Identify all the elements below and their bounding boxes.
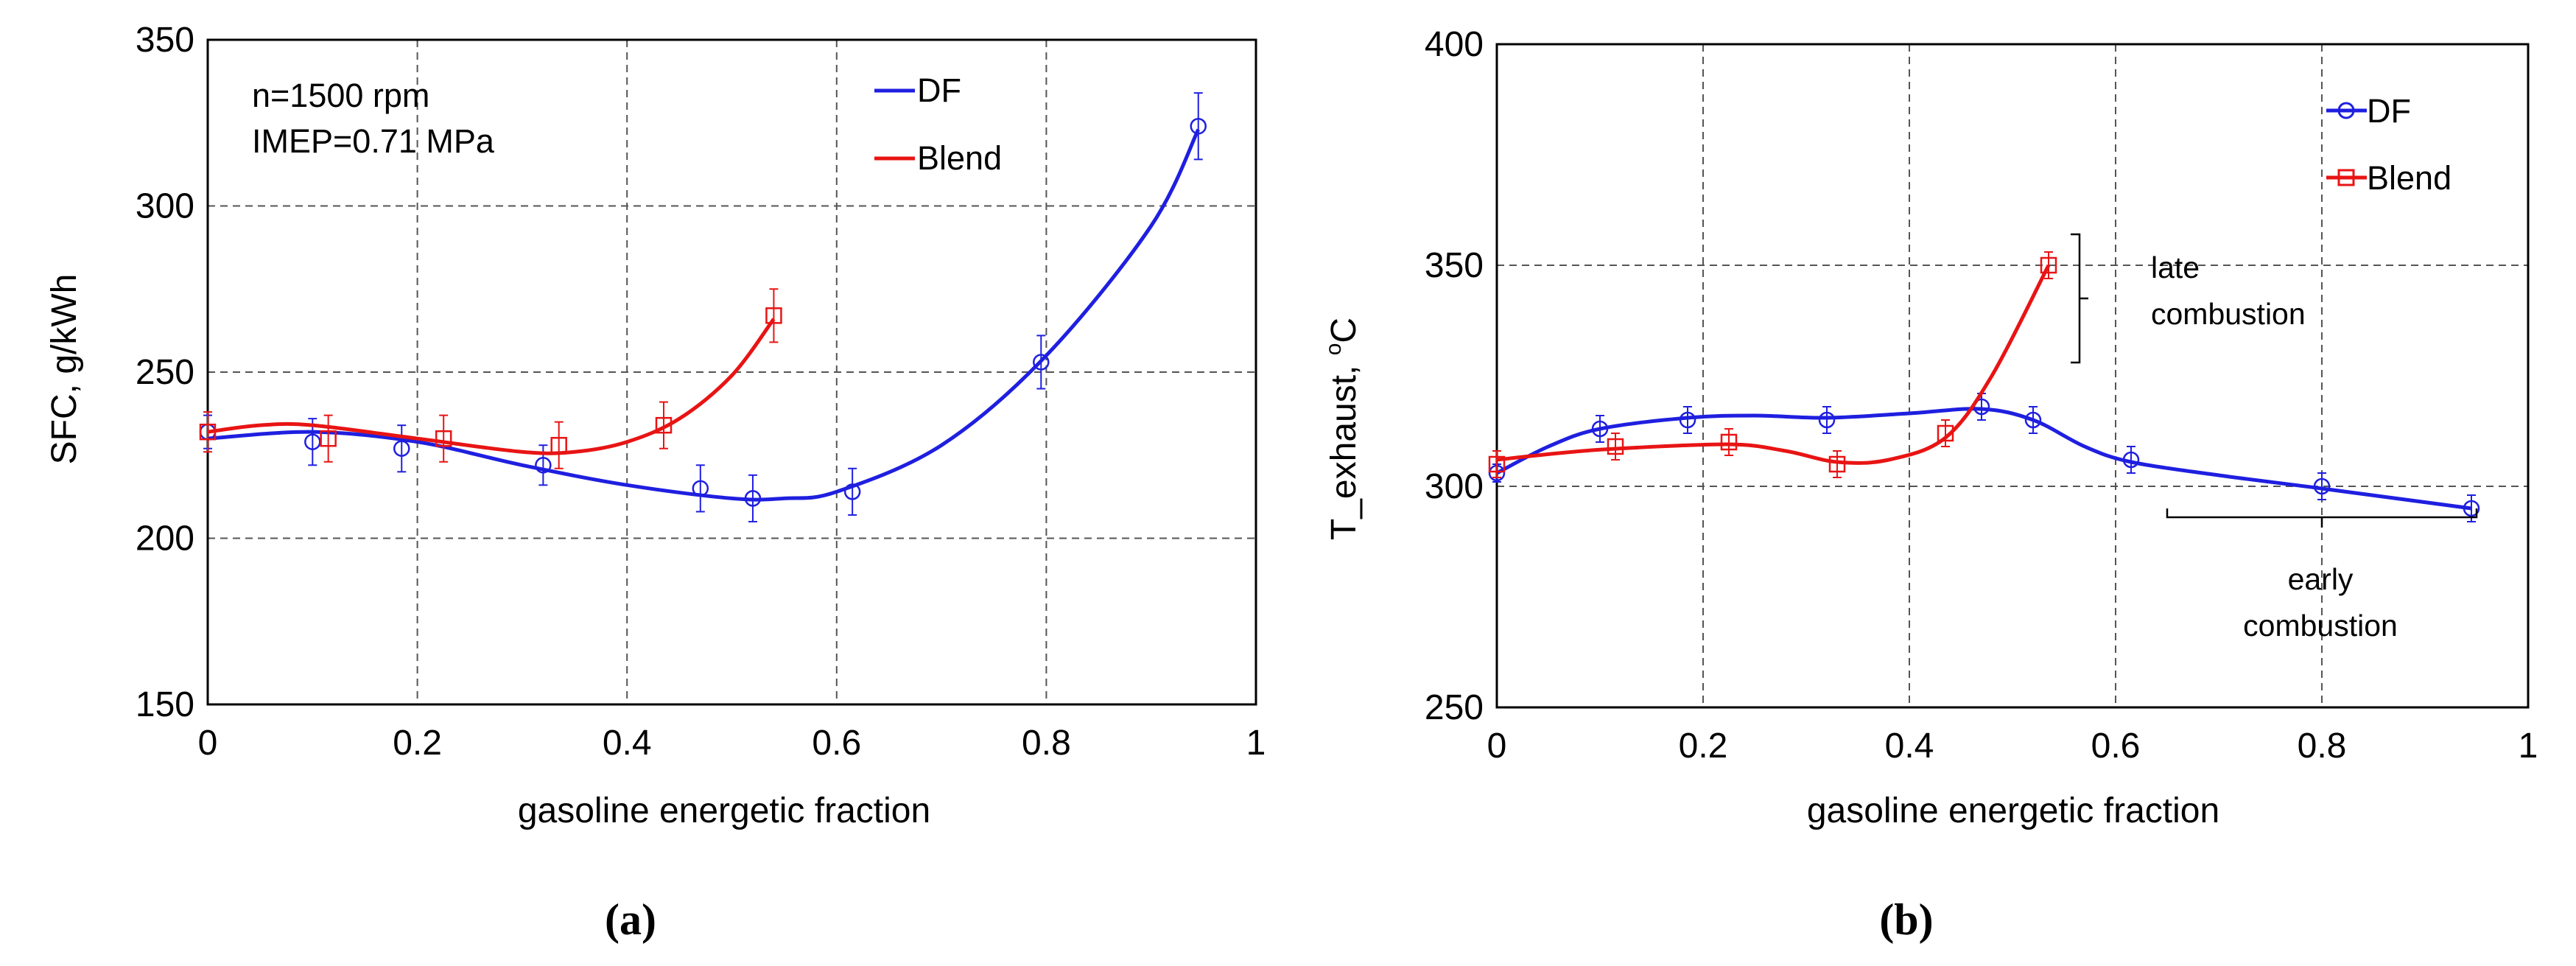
chart-a-blend-point <box>765 307 782 324</box>
chart-a-df-point <box>393 440 410 457</box>
chart-a-x-tick-label: 0.8 <box>1022 724 1071 763</box>
chart-a-x-tick-labels: 0 0.2 0.4 0.6 0.8 1 <box>198 724 1266 763</box>
chart-a-df-point <box>1190 118 1207 135</box>
chart-b-y-axis-label-base: T_exhaust, <box>1324 355 1364 540</box>
chart-b-y-tick-label: 400 <box>1425 25 1484 64</box>
chart-b-plot-area <box>1495 43 2530 709</box>
chart-b-y-tick-label: 300 <box>1425 467 1484 506</box>
chart-b-legend-blend-label: Blend <box>2367 159 2452 197</box>
chart-a-y-tick-label: 350 <box>136 21 194 60</box>
chart-a-annotation-imep: IMEP=0.71 MPa <box>252 122 495 160</box>
chart-b-x-tick-labels: 0 0.2 0.4 0.6 0.8 1 <box>1487 727 2538 766</box>
chart-a-legend-df-label: DF <box>917 71 961 109</box>
chart-b-panel-label: (b) <box>1879 895 1933 944</box>
chart-a-df-point <box>304 433 321 450</box>
chart-b-df-curve <box>1495 407 2472 511</box>
chart-b-legend-df-label: DF <box>2367 92 2411 130</box>
chart-b-series <box>1488 251 2480 522</box>
chart-b-blend-curve <box>1496 264 2051 465</box>
chart-a-blend-point <box>550 436 567 454</box>
chart-b-blend-point <box>1828 455 1846 473</box>
chart-a-legend: DF Blend <box>874 71 1002 177</box>
chart-b-annotation-late-combustion: combustion <box>2151 297 2306 331</box>
chart-a-x-tick-label: 0.2 <box>393 724 442 763</box>
chart-b-df-point <box>1818 411 1836 429</box>
chart-b-y-tick-label: 250 <box>1425 688 1484 727</box>
chart-a-y-axis-label: SFC, g/kWh <box>45 274 84 465</box>
chart-a-blend-point <box>199 423 217 441</box>
chart-b-y-axis-label-degree: o <box>1322 343 1346 356</box>
chart-a-y-tick-label: 200 <box>136 519 194 559</box>
chart-a-df-curve <box>207 128 1200 502</box>
chart-b-x-tick-label: 0.6 <box>2091 727 2141 766</box>
chart-b-df-point <box>2122 451 2140 469</box>
chart-a-series <box>199 92 1207 522</box>
chart-a-df-point <box>744 490 762 507</box>
chart-b-x-tick-label: 0.8 <box>2298 727 2347 766</box>
chart-b-annotation-late: late <box>2151 251 2200 284</box>
chart-a-grid <box>208 40 1256 704</box>
chart-b-blend-point <box>1488 455 1506 473</box>
chart-b-x-axis-label: gasoline energetic fraction <box>1807 791 2219 830</box>
chart-a-df-point <box>843 483 861 500</box>
chart-b-df-point <box>1679 411 1696 429</box>
chart-b-brackets <box>2071 233 2478 528</box>
chart-a: 0 0.2 0.4 0.6 0.8 1 150 200 250 300 350 gasoline … <box>45 21 1266 944</box>
chart-a-legend-blend-label: Blend <box>917 139 1002 177</box>
chart-a-x-tick-label: 0.4 <box>603 724 652 763</box>
chart-b-x-tick-label: 1 <box>2519 727 2538 766</box>
chart-a-x-tick-label: 1 <box>1246 724 1266 763</box>
chart-b-annotation-early: early <box>2288 562 2354 596</box>
chart-b-annotation-early-combustion: combustion <box>2243 609 2398 643</box>
chart-a-y-tick-label: 250 <box>136 353 194 392</box>
chart-b-blend-point <box>2040 256 2057 274</box>
chart-b-blend-point <box>1720 433 1738 451</box>
chart-b-grid <box>1497 44 2528 707</box>
chart-b-blend-point <box>1607 438 1624 455</box>
chart-b-legend: DF Blend <box>2326 92 2452 197</box>
chart-b-series-blend <box>1488 251 2057 478</box>
chart-a-plot-area <box>206 38 1257 706</box>
chart-a-blend-point <box>435 430 452 447</box>
chart-b-x-tick-label: 0.4 <box>1885 727 1934 766</box>
chart-b-blend-point <box>1937 424 1954 442</box>
chart-b-df-point <box>2024 411 2042 429</box>
chart-b-x-tick-label: 0 <box>1487 727 1507 766</box>
chart-a-df-point <box>1033 354 1050 371</box>
chart-a-x-tick-label: 0.6 <box>812 724 861 763</box>
chart-a-y-tick-label: 150 <box>136 685 194 724</box>
chart-b-df-point <box>2463 500 2480 517</box>
chart-b-df-point <box>1591 420 1609 438</box>
chart-a-df-point <box>535 457 552 474</box>
chart-a-series-blend <box>199 288 782 469</box>
chart-b-x-tick-label: 0.2 <box>1679 727 1728 766</box>
chart-a-y-tick-labels: 150 200 250 300 350 <box>136 21 194 724</box>
chart-a-df-point <box>692 480 709 497</box>
chart-b-y-tick-label: 350 <box>1425 246 1484 285</box>
chart-b-bracket-0 <box>2071 233 2088 364</box>
chart-a-annotation-speed: n=1500 rpm <box>252 77 429 114</box>
chart-b-y-axis-label-unit: C <box>1324 318 1364 343</box>
chart-b-y-axis-label: T_exhaust, oC <box>1322 318 1364 540</box>
chart-b-df-point <box>2313 477 2331 495</box>
chart-a-blend-curve <box>207 318 776 455</box>
chart-b: 0 0.2 0.4 0.6 0.8 1 250 300 350 400 gasoline ene… <box>1322 25 2538 944</box>
chart-a-blend-point <box>320 430 337 447</box>
chart-b-y-tick-labels: 250 300 350 400 <box>1425 25 1484 727</box>
chart-b-legend-df-marker <box>2337 102 2355 119</box>
chart-a-x-tick-label: 0 <box>198 724 218 763</box>
chart-b-series-df <box>1488 393 2480 522</box>
chart-b-legend-blend-marker <box>2337 169 2355 186</box>
chart-a-panel-label: (a) <box>605 895 656 944</box>
chart-a-blend-point <box>655 416 673 434</box>
chart-a-y-tick-label: 300 <box>136 187 194 226</box>
chart-a-x-axis-label: gasoline energetic fraction <box>518 791 930 830</box>
chart-b-bracket-1 <box>2166 508 2478 528</box>
